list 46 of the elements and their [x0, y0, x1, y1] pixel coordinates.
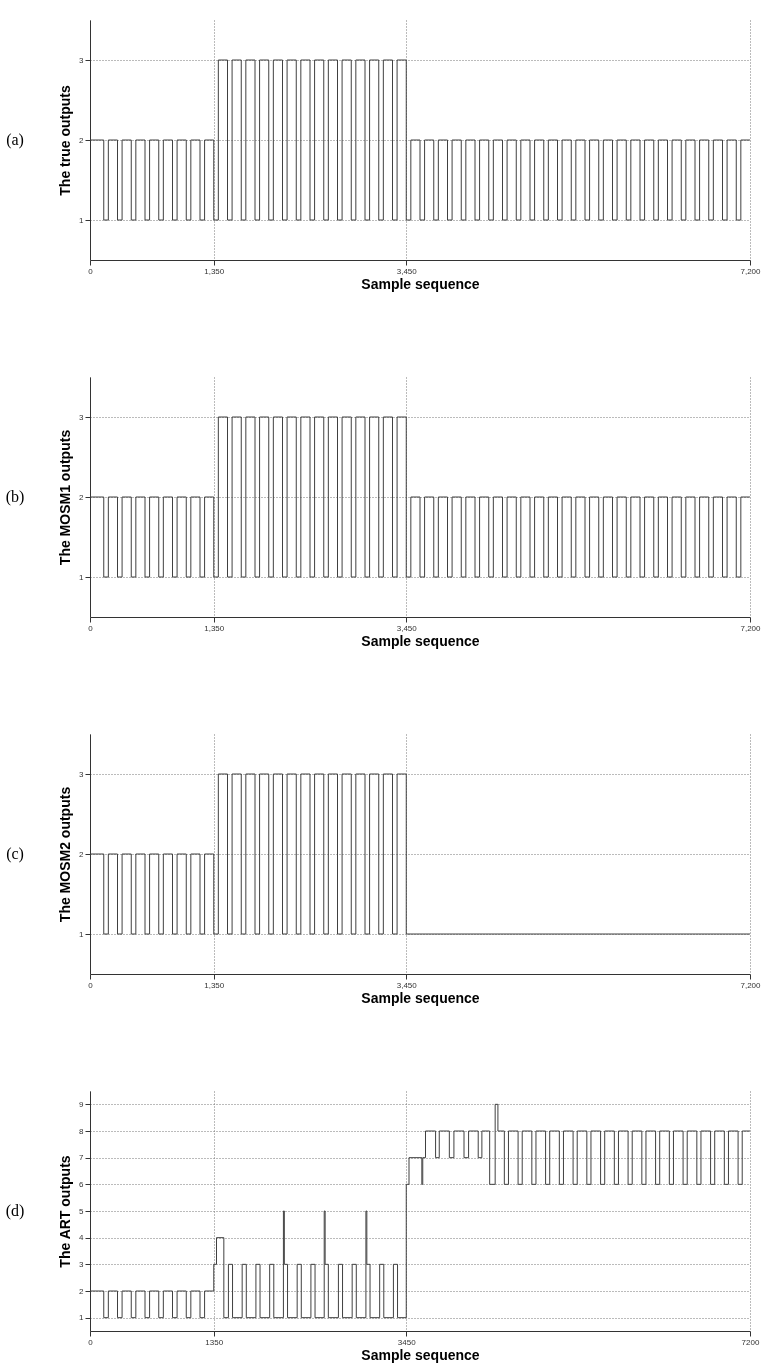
y-tick-label: 9	[79, 1099, 85, 1109]
x-axis-title: Sample sequence	[361, 989, 480, 1006]
y-axis-title: The MOSM2 outputs	[57, 786, 74, 923]
text: (d)	[5, 1202, 25, 1220]
x-tick-label: 7,200	[740, 623, 762, 633]
x-tick-label: 7,200	[740, 980, 762, 990]
y-tick-label: 8	[79, 1126, 85, 1136]
x-axis-title: Sample sequence	[361, 632, 480, 649]
x-tick-label: 0	[88, 1337, 94, 1347]
y-axis-title: The true outputs	[57, 85, 74, 196]
x-tick-label: 0	[88, 623, 94, 633]
x-tick-label: 3450	[397, 1337, 417, 1347]
y-tick-label: 1	[79, 929, 85, 939]
text: (a)	[6, 131, 24, 149]
x-tick-label: 1,350	[204, 623, 225, 633]
x-tick-label: 1,350	[204, 266, 225, 276]
y-tick-label: 1	[79, 1313, 85, 1323]
x-axis-title: Sample sequence	[361, 275, 480, 292]
y-tick-label: 7	[79, 1153, 85, 1163]
y-axis-title: The ART outputs	[57, 1155, 74, 1268]
text: (b)	[5, 488, 25, 506]
x-tick-label: 3,450	[396, 980, 418, 990]
x-tick-label: 7,200	[740, 266, 762, 276]
y-tick-label: 3	[79, 412, 85, 422]
x-tick-label: 1,350	[204, 980, 225, 990]
y-tick-label: 3	[79, 1259, 85, 1269]
x-tick-label: 3,450	[396, 266, 418, 276]
y-axis-title: The MOSM1 outputs	[57, 429, 74, 566]
text: (c)	[6, 845, 24, 863]
y-tick-label: 1	[79, 572, 85, 582]
y-tick-label: 2	[79, 849, 85, 859]
y-tick-label: 2	[79, 492, 85, 502]
y-tick-label: 4	[79, 1233, 85, 1243]
y-tick-label: 3	[79, 769, 85, 779]
y-tick-label: 1	[79, 215, 85, 225]
x-tick-label: 1350	[205, 1337, 224, 1347]
x-tick-label: 3,450	[396, 623, 418, 633]
x-tick-label: 0	[88, 266, 94, 276]
y-tick-label: 5	[79, 1206, 85, 1216]
x-tick-label: 7200	[741, 1337, 760, 1347]
x-axis-title: Sample sequence	[361, 1346, 480, 1363]
y-tick-label: 2	[79, 135, 85, 145]
y-tick-label: 6	[79, 1179, 85, 1189]
y-tick-label: 3	[79, 55, 85, 65]
y-tick-label: 2	[79, 1286, 85, 1296]
x-tick-label: 0	[88, 980, 94, 990]
